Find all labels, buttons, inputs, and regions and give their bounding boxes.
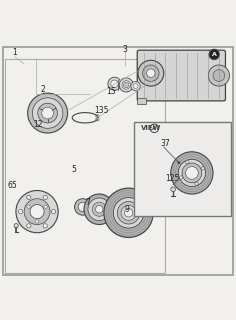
Text: 65: 65 [8,181,17,190]
Circle shape [186,160,189,164]
Circle shape [27,224,31,228]
Circle shape [43,224,47,228]
Text: 7: 7 [85,198,90,207]
Text: 9: 9 [125,205,130,214]
Circle shape [78,202,88,212]
FancyBboxPatch shape [137,50,225,101]
Circle shape [44,205,47,208]
Circle shape [171,152,213,194]
Circle shape [111,80,118,87]
Text: 3: 3 [122,45,127,54]
Circle shape [75,199,91,215]
Circle shape [117,202,140,224]
Circle shape [195,182,198,185]
Text: VIEW: VIEW [141,125,162,131]
Circle shape [209,49,219,60]
Circle shape [138,60,164,86]
Circle shape [24,199,50,225]
Text: 12: 12 [34,120,43,129]
Text: 15: 15 [106,87,116,96]
Circle shape [131,81,140,91]
Circle shape [28,93,67,133]
Circle shape [51,210,56,214]
Circle shape [119,78,133,92]
Circle shape [96,115,99,118]
Circle shape [104,188,153,237]
Text: A: A [212,52,217,57]
Text: 2: 2 [41,85,45,94]
Circle shape [84,194,114,225]
Circle shape [30,204,44,219]
Circle shape [208,65,229,86]
Circle shape [201,167,204,170]
Circle shape [88,198,110,220]
Circle shape [14,224,18,228]
Circle shape [16,190,58,233]
Circle shape [38,103,58,123]
Circle shape [42,107,54,119]
Bar [5,59,165,273]
Text: 135: 135 [94,106,109,115]
Circle shape [179,176,183,179]
Circle shape [122,81,131,89]
Text: 37: 37 [160,139,170,148]
Circle shape [108,77,121,90]
Circle shape [18,210,23,214]
Circle shape [171,187,176,192]
Circle shape [143,65,159,81]
Circle shape [185,167,198,179]
Circle shape [147,69,155,77]
Bar [135,123,231,216]
Circle shape [182,163,202,183]
Circle shape [123,82,129,88]
Circle shape [27,195,31,199]
Circle shape [27,205,30,208]
Circle shape [178,162,180,164]
Circle shape [113,197,144,228]
Circle shape [133,84,138,88]
Circle shape [43,195,47,199]
Circle shape [32,98,63,128]
Circle shape [92,202,106,216]
Circle shape [96,205,103,213]
Text: 5: 5 [71,165,76,174]
Circle shape [96,118,99,121]
Text: 1: 1 [13,48,17,57]
Circle shape [124,209,133,217]
Circle shape [178,159,206,187]
Text: A: A [152,126,156,131]
Circle shape [121,205,136,220]
Circle shape [213,70,225,81]
Circle shape [35,220,39,223]
Text: 125: 125 [165,174,179,183]
Bar [137,98,146,104]
